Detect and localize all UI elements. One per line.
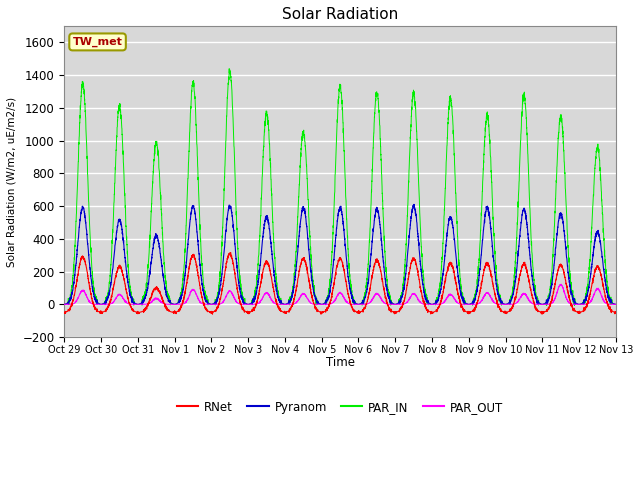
X-axis label: Time: Time [326,356,355,369]
Title: Solar Radiation: Solar Radiation [282,7,398,22]
Legend: RNet, Pyranom, PAR_IN, PAR_OUT: RNet, Pyranom, PAR_IN, PAR_OUT [172,396,508,418]
Y-axis label: Solar Radiation (W/m2, uE/m2/s): Solar Radiation (W/m2, uE/m2/s) [7,96,17,266]
Text: TW_met: TW_met [72,37,122,47]
